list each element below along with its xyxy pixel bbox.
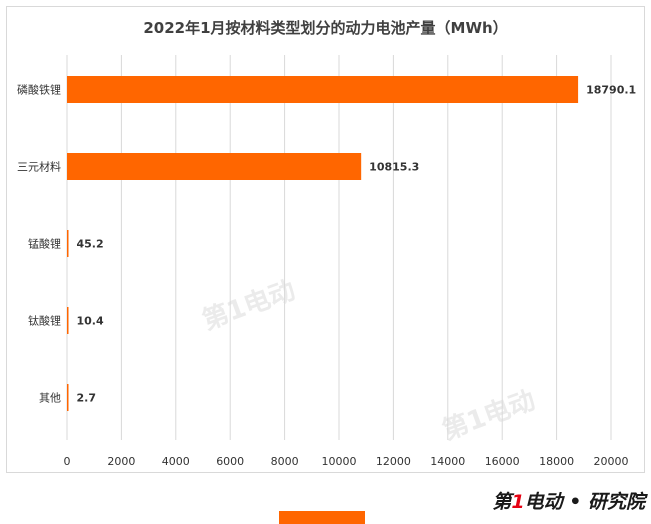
value-label-3: 10.4 [77, 315, 104, 328]
x-tick-label-0: 0 [64, 455, 71, 468]
category-label-2: 锰酸锂 [28, 237, 61, 251]
x-tick-label-2: 4000 [162, 455, 190, 468]
bar-layer [67, 76, 579, 411]
x-tick-label-8: 16000 [485, 455, 520, 468]
x-tick-label-5: 10000 [322, 455, 357, 468]
bar-3 [67, 307, 69, 334]
x-tick-label-3: 6000 [216, 455, 244, 468]
x-tick-label-10: 20000 [594, 455, 629, 468]
brand-accent: 1 [511, 491, 525, 513]
bar-chart: 0 2000 4000 6000 8000 10000 12000 14000 16000 180… [17, 55, 636, 469]
label-layer: 0 2000 4000 6000 8000 10000 12000 14000 16000 180… [17, 83, 636, 469]
brand-dot: • [569, 491, 582, 513]
value-label-2: 45.2 [77, 238, 104, 251]
value-label-4: 2.7 [77, 392, 97, 405]
brand-logo: 第1电动 • 研究院 [492, 487, 645, 514]
x-tick-label-9: 18000 [539, 455, 574, 468]
bar-4 [67, 384, 69, 411]
value-label-1: 10815.3 [369, 161, 419, 174]
bottom-accent-bar [279, 511, 365, 524]
x-tick-label-6: 12000 [376, 455, 411, 468]
brand-text: 研究院 [587, 491, 645, 513]
x-tick-label-7: 14000 [430, 455, 465, 468]
category-label-0: 磷酸铁锂 [17, 83, 61, 97]
x-tick-label-4: 8000 [271, 455, 299, 468]
x-tick-label-1: 2000 [107, 455, 135, 468]
value-label-0: 18790.1 [586, 84, 636, 97]
bar-1 [67, 153, 362, 180]
category-label-1: 三元材料 [17, 160, 61, 174]
category-label-3: 钛酸锂 [28, 314, 61, 328]
category-label-4: 其他 [39, 392, 61, 405]
brand-suffix: 电动 [524, 491, 563, 513]
brand-prefix: 第 [492, 491, 512, 513]
grid-layer [66, 55, 612, 440]
bar-0 [67, 76, 579, 103]
bar-2 [67, 230, 69, 257]
chart-title: 2022年1月按材料类型划分的动力电池产量（MWh） [143, 19, 508, 37]
